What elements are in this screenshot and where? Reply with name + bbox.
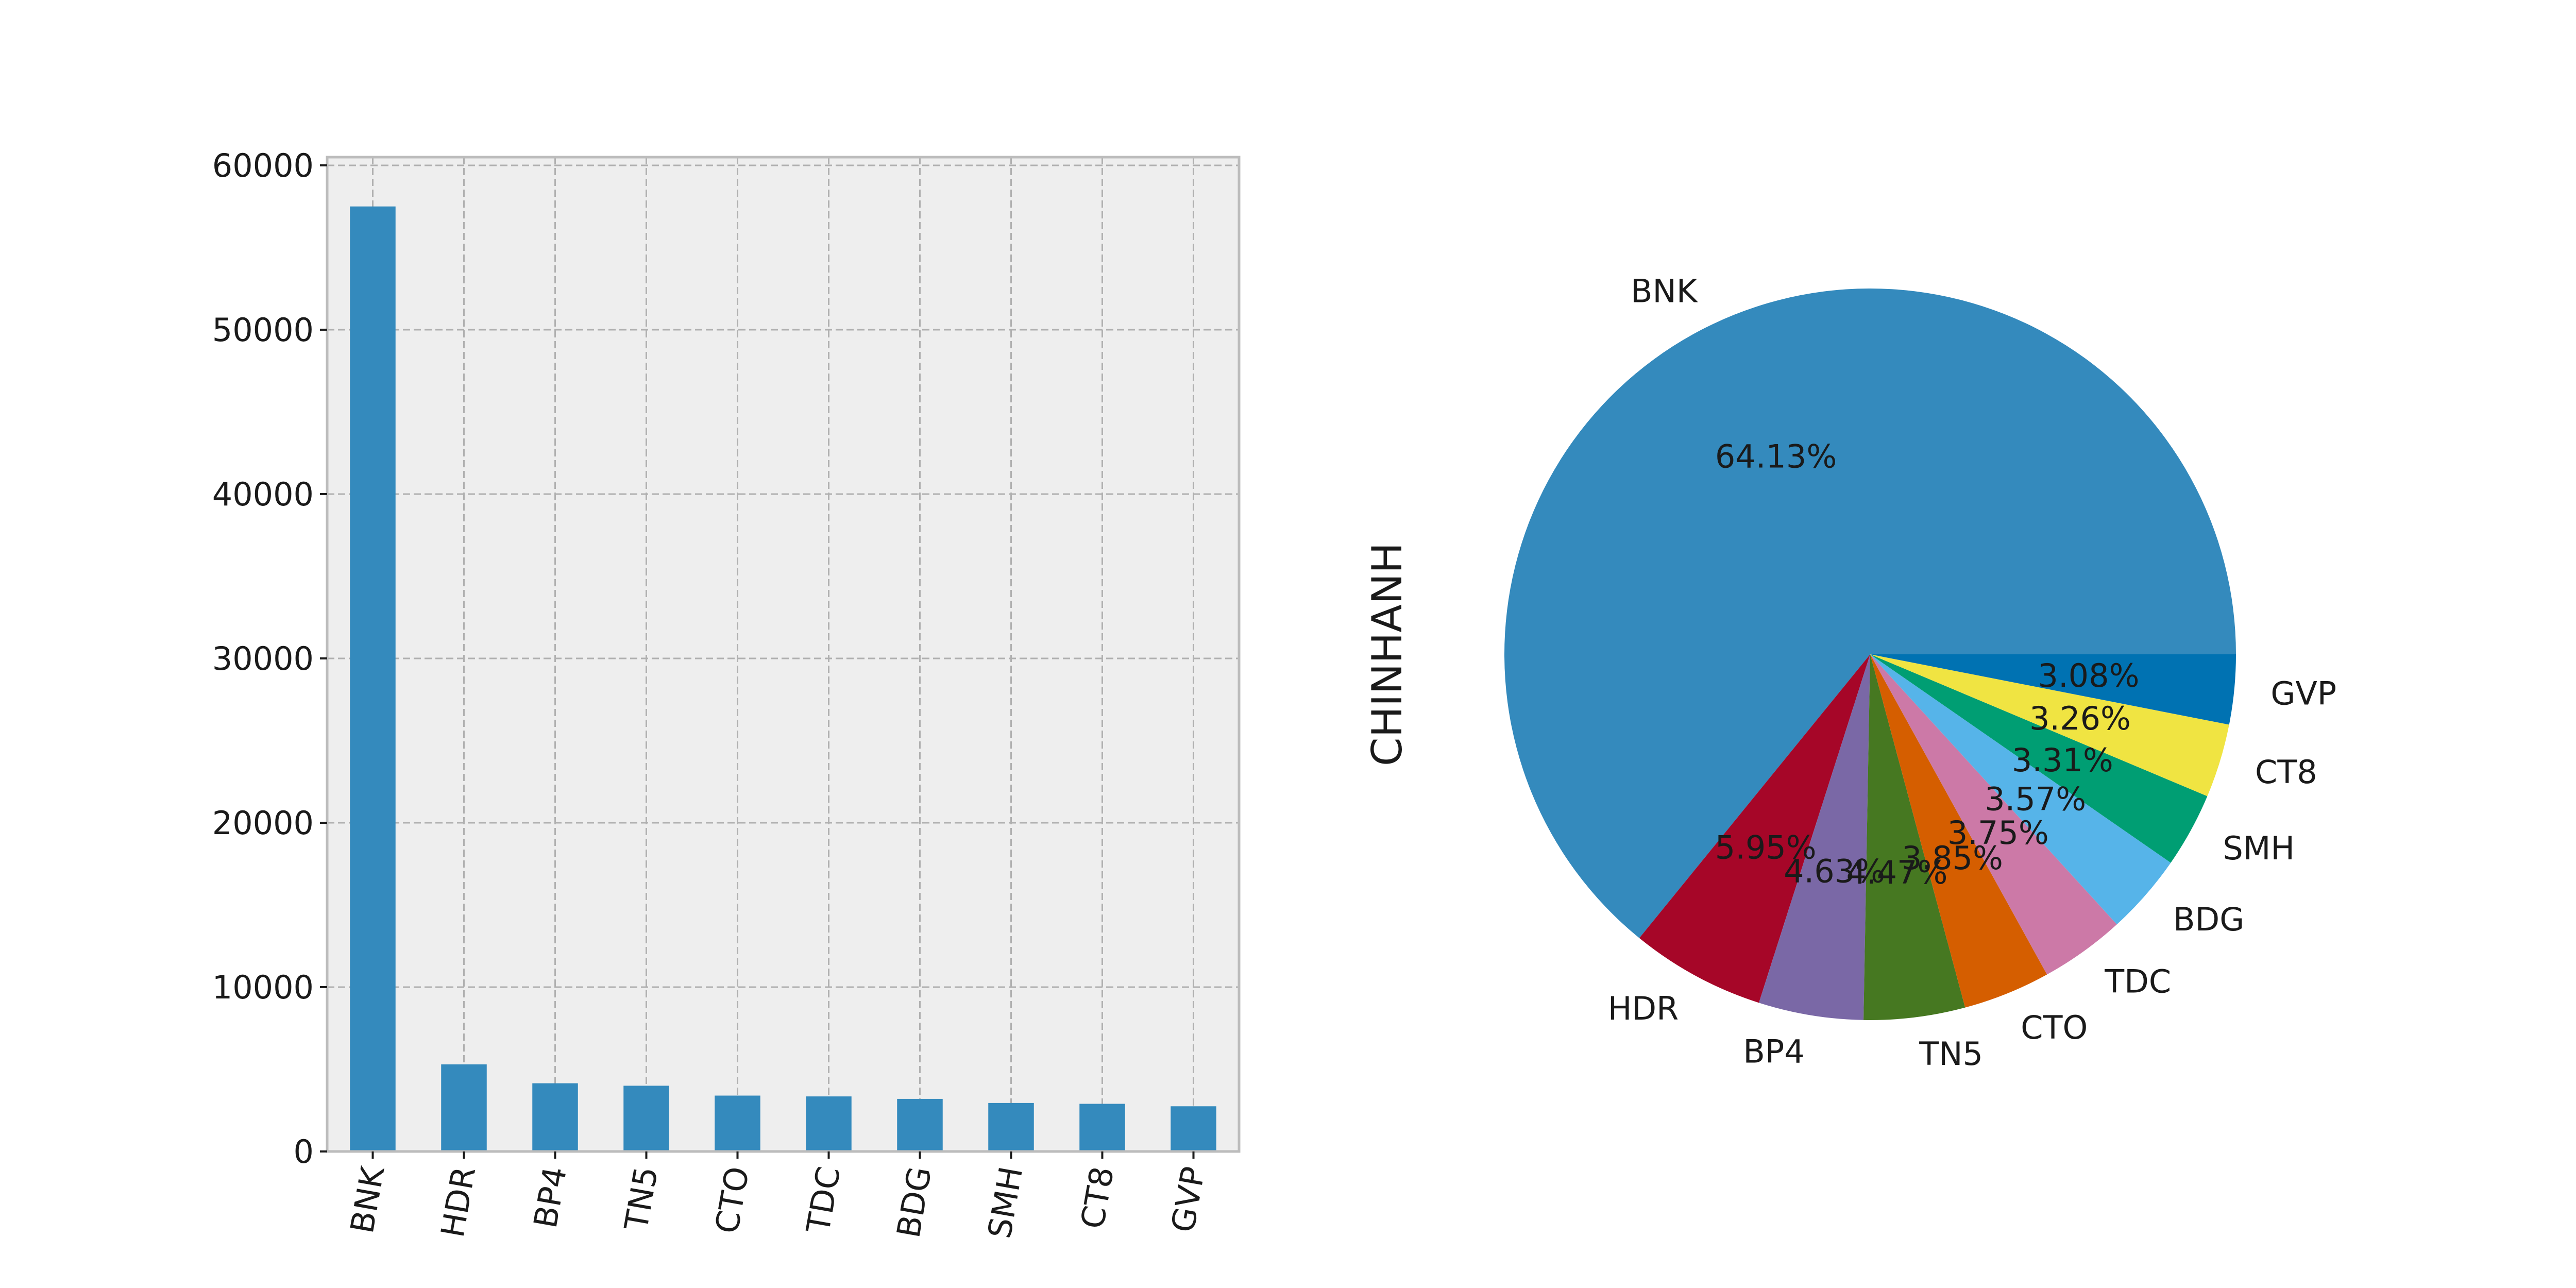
- pie-slice-bdg: [1870, 654, 2171, 925]
- pie-slice-tdc: [1870, 654, 2117, 975]
- pie-slice-smh: [1870, 654, 2208, 863]
- pie-label: SMH: [2223, 829, 2295, 867]
- pie-slice-hdr: [1639, 654, 1870, 1003]
- bar-ct8: [1079, 1104, 1125, 1151]
- x-tick-label: GVP: [1164, 1164, 1212, 1235]
- y-tick-label: 60000: [212, 147, 314, 184]
- pie-percent-label: 3.57%: [1985, 780, 2086, 818]
- pie-chart-ylabel: CHINHANH: [1363, 543, 1411, 766]
- x-tick-label: BNK: [343, 1163, 392, 1236]
- pie-percent-label: 3.08%: [2038, 657, 2140, 694]
- pie-label: TDC: [2104, 963, 2171, 1001]
- pie-label: GVP: [2270, 674, 2336, 712]
- pie-label: BP4: [1743, 1033, 1804, 1071]
- bar-chart-background: [327, 157, 1239, 1151]
- pie-percent-label: 64.13%: [1715, 437, 1837, 475]
- bar-chart-bars: [350, 206, 1216, 1151]
- pie-slice-bp4: [1758, 654, 1870, 1020]
- x-tick-label: SMH: [980, 1164, 1030, 1241]
- pie-label: CTO: [2021, 1009, 2088, 1046]
- pie-percent-label: 3.26%: [2029, 700, 2131, 737]
- pie-chart-percent-labels: 64.13% 5.95%4.63%4.47%3.85%3.75%3.57%3.31…: [1715, 437, 2140, 891]
- bar-chart-frame: [326, 156, 1241, 1153]
- bar-tn5: [623, 1086, 669, 1151]
- pie-label: BNK: [1631, 273, 1698, 310]
- bar-hdr: [441, 1064, 487, 1151]
- y-tick-label: 50000: [212, 311, 314, 349]
- bar-cto: [715, 1095, 760, 1151]
- x-tick-label: BP4: [527, 1164, 574, 1231]
- pie-chart-slices: [1504, 288, 2236, 1020]
- y-tick-label: 0: [294, 1133, 314, 1171]
- y-tick-label: 10000: [212, 969, 314, 1006]
- bar-chart: 0 10000 20000 30000 40000 50000 60000 BNK HDR BP4…: [212, 147, 1241, 1241]
- pie-slice-ct8: [1870, 654, 2229, 796]
- pie-label: CT8: [2255, 753, 2317, 791]
- pie-percent-label: 3.31%: [2012, 741, 2113, 779]
- x-tick-label: HDR: [434, 1164, 483, 1240]
- pie-slice-bnk: [1504, 288, 2236, 938]
- bar-gvp: [1171, 1106, 1216, 1151]
- pie-label: HDR: [1608, 990, 1679, 1027]
- y-tick-label: 40000: [212, 476, 314, 513]
- x-tick-label: TN5: [617, 1164, 666, 1233]
- bar-bdg: [897, 1098, 943, 1151]
- pie-slice-tn5: [1863, 654, 1965, 1020]
- x-tick-label: CTO: [708, 1164, 756, 1236]
- x-tick-label: BDG: [889, 1164, 939, 1241]
- x-tick-label: TDC: [799, 1164, 848, 1236]
- bar-bp4: [532, 1083, 578, 1151]
- bar-smh: [988, 1103, 1034, 1151]
- pie-percent-label: 4.47%: [1846, 854, 1947, 891]
- pie-percent-label: 4.63%: [1784, 852, 1885, 890]
- pie-percent-label: 3.75%: [1947, 814, 2049, 852]
- pie-label: BDG: [2173, 901, 2244, 938]
- y-tick-label: 20000: [212, 804, 314, 842]
- x-tick-label: CT8: [1073, 1164, 1121, 1231]
- bar-tdc: [806, 1096, 852, 1151]
- pie-label: TN5: [1919, 1035, 1983, 1073]
- pie-percent-label: 5.95%: [1715, 829, 1817, 867]
- bar-bnk: [350, 206, 396, 1151]
- pie-percent-label: 3.85%: [1902, 839, 2003, 877]
- pie-slice-cto: [1870, 654, 2047, 1008]
- pie-slice-gvp: [1870, 654, 2236, 725]
- y-tick-label: 30000: [212, 640, 314, 677]
